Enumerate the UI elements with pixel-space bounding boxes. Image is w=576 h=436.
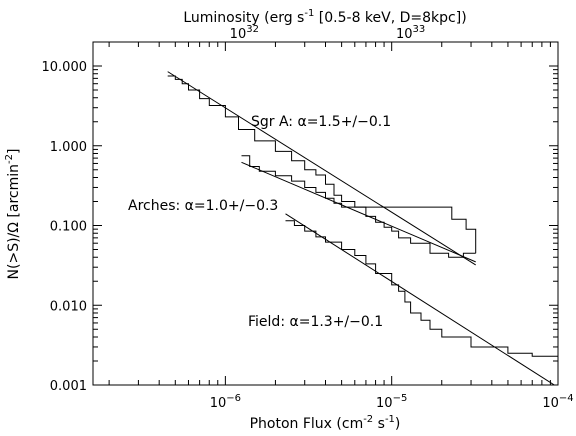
sgr-a-cumulative-curve: [167, 75, 476, 258]
x-tick-label: 10−5: [376, 393, 407, 411]
sgra-label: Sgr A: α=1.5+/−0.1: [251, 114, 391, 130]
sgr-a-fit-line: [167, 71, 476, 266]
series-layer: [167, 71, 559, 386]
y-tick-label: 1.000: [50, 140, 87, 155]
arches-label: Arches: α=1.0+/−0.3: [128, 198, 278, 214]
y-tick-label: 0.001: [50, 379, 87, 394]
x-axis-title: Photon Flux (cm-2 s-1): [250, 414, 401, 432]
y-tick-label: 0.100: [50, 220, 87, 235]
top-tick-label: 1033: [396, 24, 425, 42]
top-axis-title: Luminosity (erg s-1 [0.5-8 keV, D=8kpc]): [183, 8, 466, 26]
tick-labels: 10−6 10−5 10−4 1032 1033 10.000 1.000 0.100 0.01…: [42, 24, 574, 411]
arches-fit-line: [241, 161, 476, 263]
field-fit-line: [285, 213, 555, 386]
field-label: Field: α=1.3+/−0.1: [248, 314, 383, 330]
field-cumulative-curve: [285, 220, 559, 385]
y-axis-title: N(>S)/Ω [arcmin-2]: [4, 149, 22, 280]
x-tick-label: 10−4: [542, 393, 573, 411]
y-tick-label: 10.000: [42, 60, 88, 75]
top-tick-label: 1032: [230, 24, 259, 42]
y-tick-label: 0.010: [50, 299, 87, 314]
x-tick-label: 10−6: [210, 393, 241, 411]
axis-ticks: [93, 41, 559, 386]
